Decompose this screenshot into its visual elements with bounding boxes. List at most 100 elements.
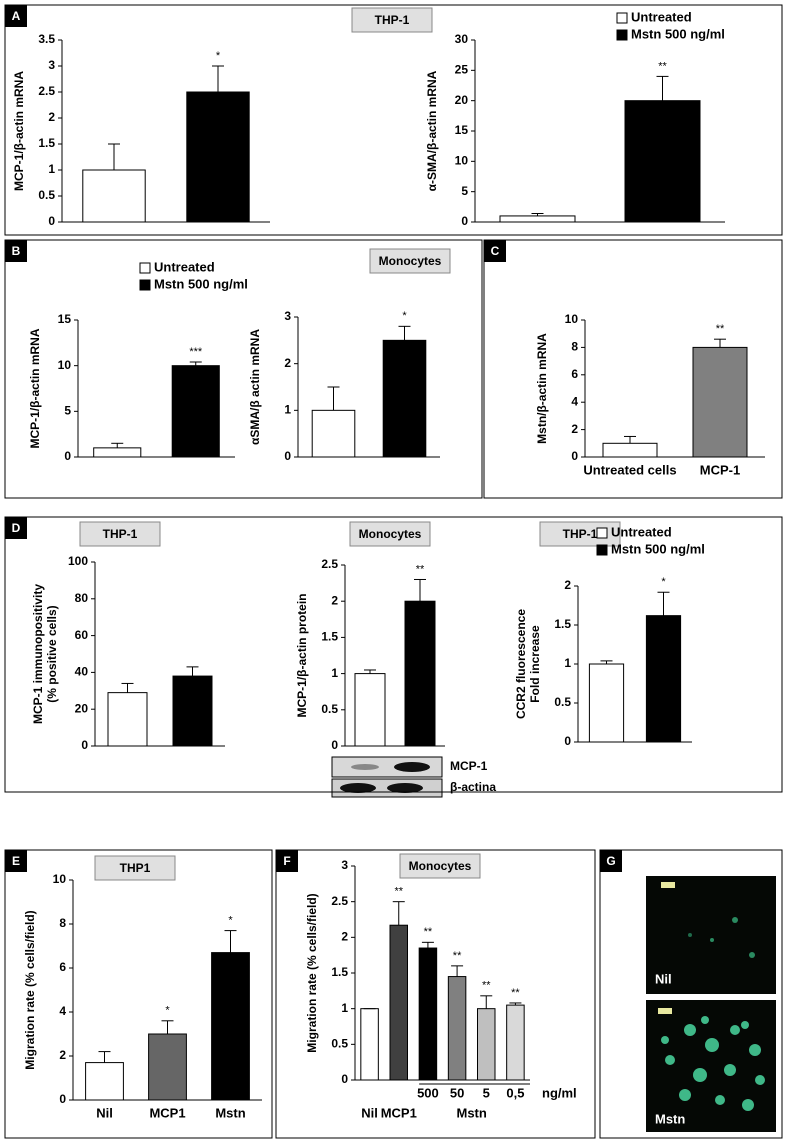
y-tick-label: 1 bbox=[341, 1001, 348, 1015]
panel-title: THP1 bbox=[120, 861, 151, 875]
unit-label: ng/ml bbox=[542, 1085, 577, 1100]
legend-swatch bbox=[616, 29, 628, 41]
panel-title: Monocytes bbox=[359, 527, 422, 541]
y-tick-label: 2.5 bbox=[331, 894, 348, 908]
significance: * bbox=[228, 915, 233, 927]
title-box bbox=[399, 853, 481, 879]
panel-label: B bbox=[12, 244, 21, 258]
y-tick-label: 20 bbox=[455, 93, 469, 107]
legend-label: Untreated bbox=[631, 9, 692, 24]
y-tick-label: 0.5 bbox=[331, 1037, 348, 1051]
y-tick-label: 1 bbox=[48, 162, 55, 176]
panel-label: C bbox=[491, 244, 500, 258]
y-tick-label: 10 bbox=[53, 872, 67, 886]
y-tick-label: 0 bbox=[64, 449, 71, 463]
y-tick-label: 3 bbox=[48, 58, 55, 72]
bar bbox=[447, 976, 467, 1081]
y-tick-label: 2 bbox=[341, 930, 348, 944]
significance: ** bbox=[511, 987, 520, 999]
title-box bbox=[351, 7, 433, 33]
panel-title: THP-1 bbox=[563, 527, 598, 541]
panel-frame bbox=[275, 849, 596, 1139]
x-tick-label: Mstn bbox=[215, 1105, 245, 1120]
bar bbox=[506, 1004, 525, 1081]
bar bbox=[82, 169, 146, 223]
panel-frame bbox=[4, 516, 783, 793]
y-tick-label: 3.5 bbox=[38, 32, 55, 46]
blot bbox=[331, 756, 443, 798]
legend-label: Mstn 500 ng/ml bbox=[611, 541, 705, 556]
significance: * bbox=[165, 1005, 170, 1017]
legend-label: Untreated bbox=[154, 259, 215, 274]
y-tick-label: 0 bbox=[284, 449, 291, 463]
y-tick-label: 0 bbox=[341, 1072, 348, 1086]
y-tick-label: 0 bbox=[81, 738, 88, 752]
y-axis-label: CCR2 fluorescence bbox=[514, 609, 528, 719]
panel-label: D bbox=[12, 521, 21, 535]
title-box bbox=[369, 248, 451, 274]
bar bbox=[107, 692, 148, 747]
y-tick-label: 15 bbox=[58, 312, 72, 326]
bar bbox=[624, 100, 701, 223]
x-tick-label: MCP1 bbox=[381, 1105, 417, 1120]
panel-frame bbox=[4, 849, 273, 1139]
significance: ** bbox=[482, 980, 491, 992]
panel-label-box bbox=[5, 240, 27, 262]
y-tick-label: 8 bbox=[59, 916, 66, 930]
legend-label: Mstn 500 ng/ml bbox=[154, 276, 248, 291]
y-tick-label: 1.5 bbox=[38, 136, 55, 150]
panel-frame bbox=[483, 239, 783, 499]
y-tick-label: 0 bbox=[571, 449, 578, 463]
bar bbox=[588, 663, 625, 743]
significance: * bbox=[402, 310, 407, 322]
y-axis-label: αSMA/β actin mRNA bbox=[248, 329, 262, 445]
x-tick-label: Nil bbox=[96, 1105, 113, 1120]
y-tick-label: 15 bbox=[455, 123, 469, 137]
title-box bbox=[94, 855, 176, 881]
x-tick-label: MCP1 bbox=[149, 1105, 185, 1120]
bar bbox=[148, 1033, 187, 1101]
significance: ** bbox=[394, 886, 403, 898]
y-tick-label: 8 bbox=[571, 340, 578, 354]
y-tick-label: 6 bbox=[571, 367, 578, 381]
bar bbox=[211, 952, 250, 1101]
bar bbox=[418, 947, 438, 1081]
blot-label: MCP-1 bbox=[450, 759, 488, 773]
y-tick-label: 3 bbox=[341, 858, 348, 872]
panel-frame bbox=[599, 849, 783, 1139]
y-tick-label: 0 bbox=[48, 214, 55, 228]
y-tick-label: 25 bbox=[455, 63, 469, 77]
group-label: Mstn bbox=[456, 1105, 486, 1120]
y-tick-label: 1 bbox=[331, 666, 338, 680]
y-axis-label: Migration rate (% cells/field) bbox=[23, 910, 37, 1069]
panel-title: Monocytes bbox=[409, 859, 472, 873]
y-tick-label: 2 bbox=[571, 422, 578, 436]
y-tick-label: 0 bbox=[564, 734, 571, 748]
y-tick-label: 0 bbox=[59, 1092, 66, 1106]
bar bbox=[692, 346, 748, 458]
y-tick-label: 10 bbox=[455, 154, 469, 168]
y-tick-label: 10 bbox=[58, 358, 72, 372]
panel-label: F bbox=[283, 854, 290, 868]
y-tick-label: 1 bbox=[284, 403, 291, 417]
panel-label-box bbox=[5, 850, 27, 872]
bar bbox=[171, 365, 220, 458]
y-axis-label: Fold increase bbox=[528, 625, 542, 703]
y-tick-label: 20 bbox=[75, 701, 89, 715]
y-tick-label: 1 bbox=[564, 656, 571, 670]
bar bbox=[93, 447, 142, 458]
y-tick-label: 30 bbox=[455, 32, 469, 46]
bar bbox=[477, 1008, 496, 1081]
legend-swatch bbox=[596, 527, 608, 539]
panel-label: E bbox=[12, 854, 20, 868]
x-tick-label: Nil bbox=[361, 1105, 378, 1120]
bar bbox=[172, 675, 213, 747]
image-label: Nil bbox=[655, 971, 672, 986]
y-tick-label: 40 bbox=[75, 665, 89, 679]
bar bbox=[499, 215, 576, 223]
y-axis-label: Migration rate (% cells/field) bbox=[305, 893, 319, 1052]
bar bbox=[389, 924, 408, 1081]
y-tick-label: 60 bbox=[75, 628, 89, 642]
y-tick-label: 0.5 bbox=[554, 695, 571, 709]
